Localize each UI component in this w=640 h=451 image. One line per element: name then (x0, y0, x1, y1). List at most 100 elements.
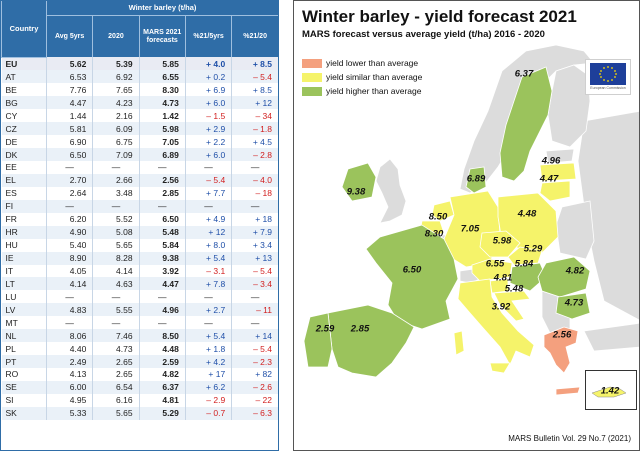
cell-forecast: 1.42 (138, 109, 186, 123)
table-row: LV 4.83 5.55 4.96 + 2.7– 11 (1, 303, 278, 317)
table-row: LT 4.14 4.63 4.47 + 7.8– 3.4 (1, 277, 278, 291)
map-legend: yield lower than average yield similar t… (302, 56, 422, 98)
cell-country: CZ (1, 122, 47, 136)
map-country-france (365, 224, 459, 330)
cell-pct20: + 18 (231, 212, 278, 226)
cell-country: HR (1, 225, 47, 239)
cell-forecast: — (138, 290, 186, 304)
cell-forecast: 6.55 (138, 70, 186, 84)
cell-pct20: – 5.4 (231, 264, 278, 278)
map-label-be: 8.30 (424, 228, 444, 240)
cell-country: NL (1, 329, 47, 343)
map-country-netherlands (431, 200, 455, 222)
cell-pct20: — (231, 290, 278, 304)
cell-forecast: 4.47 (138, 277, 186, 291)
cell-country: DK (1, 148, 47, 161)
map-label-el: 2.56 (552, 329, 572, 341)
cell-2020: 7.65 (92, 83, 140, 97)
cell-2020: 6.16 (92, 393, 140, 407)
map-country-estonia (545, 148, 575, 164)
cell-avg: — (45, 290, 93, 304)
map-label-at: 6.55 (485, 258, 505, 270)
cell-avg: 4.90 (45, 225, 93, 239)
map-country-bulgaria (555, 292, 591, 320)
cell-avg: — (45, 316, 93, 330)
cell-forecast: 5.29 (138, 406, 186, 420)
map-panel: Winter barley - yield forecast 2021 MARS… (293, 0, 640, 451)
legend-higher: yield higher than average (302, 84, 422, 98)
cell-pct5: + 12 (184, 225, 232, 239)
cell-forecast: 6.50 (138, 212, 186, 226)
cell-pct5: — (184, 316, 232, 330)
cell-pct20: – 2.8 (231, 148, 278, 161)
cell-country: EU (1, 57, 47, 71)
legend-lower-swatch (302, 58, 322, 68)
map-belarus-ukraine (555, 200, 595, 260)
cell-avg: 8.06 (45, 329, 93, 343)
map-label-hr: 5.48 (504, 283, 524, 295)
cell-avg: 4.13 (45, 368, 93, 381)
cell-country: FI (1, 199, 47, 213)
table-row: DE 6.90 6.75 7.05 + 2.2 + 4.5 (2, 135, 278, 149)
cell-avg: 7.76 (45, 83, 93, 97)
cell-pct20: – 6.3 (231, 406, 278, 420)
cell-pct5: + 5.4 (184, 329, 232, 343)
legend-lower-label: yield lower than average (326, 58, 419, 68)
cell-pct5: + 17 (184, 368, 232, 381)
cell-forecast: 2.56 (138, 173, 186, 187)
legend-lower: yield lower than average (302, 56, 422, 70)
table-row: PT 2.49 2.65 2.59 + 4.2– 2.3 (1, 355, 278, 368)
map-country-romania (537, 256, 591, 298)
table-row: AT 6.53 6.92 6.55 + 0.2– 5.4 (1, 70, 278, 84)
cell-avg: 4.05 (45, 264, 93, 278)
cell-forecast: — (138, 316, 186, 330)
cell-country: RO (5, 369, 19, 380)
cell-2020: 7.46 (92, 329, 140, 343)
cell-avg: 5.81 (45, 122, 93, 136)
map-country-sardinia (453, 330, 465, 356)
table-row: CZ 5.81 6.09 5.98 + 2.9– 1.8 (1, 122, 278, 136)
map-label-es: 2.85 (350, 323, 370, 335)
cell-pct20: + 8.5 (231, 57, 278, 71)
cell-pct5: — (184, 290, 232, 304)
cell-pct20: – 2.6 (231, 380, 278, 394)
legend-higher-swatch (302, 86, 322, 96)
cell-forecast: 3.92 (138, 264, 186, 278)
table-row: HR 4.90 5.08 5.48 + 12 + 7.9 (1, 225, 278, 239)
cell-country: AT (1, 70, 47, 84)
table-row: IT 4.05 4.14 3.92– 3.1– 5.4 (2, 264, 278, 278)
cell-country: IE (1, 251, 47, 265)
map-title: Winter barley - yield forecast 2021 (302, 7, 577, 26)
map-label-pt: 2.59 (315, 323, 335, 335)
cell-pct5: + 2.2 (184, 135, 232, 149)
cell-country: HU (5, 240, 18, 251)
cell-2020: 5.52 (92, 212, 140, 226)
cell-pct20: – 11 (231, 303, 278, 317)
cell-pct5: + 2.7 (184, 303, 232, 317)
cell-pct20: — (231, 161, 278, 174)
cell-pct5: + 1.8 (184, 342, 232, 356)
cell-country: LT (1, 277, 47, 291)
cell-forecast: 4.48 (138, 342, 186, 356)
map-country-denmark (465, 166, 487, 194)
cell-pct20: + 14 (231, 329, 278, 343)
table-row: PL 4.40 4.73 4.48 + 1.8– 5.4 (2, 342, 278, 356)
table-row: FR 6.20 5.52 6.50 + 4.9 + 18 (2, 212, 278, 226)
cell-pct5: + 5.4 (184, 251, 232, 265)
cell-2020: 2.65 (92, 368, 140, 381)
legend-higher-label: yield higher than average (326, 86, 422, 96)
cell-country: SK (1, 406, 47, 420)
cell-avg: — (45, 161, 93, 174)
cell-country: IT (5, 265, 14, 276)
cell-pct5: + 2.9 (184, 122, 232, 136)
map-country-croatia (493, 290, 531, 322)
table-row: NL 8.06 7.46 8.50 + 5.4 + 14 (1, 329, 278, 343)
cell-pct5: – 2.9 (184, 393, 232, 407)
map-country-crete (555, 386, 581, 396)
cell-pct5: — (184, 199, 232, 213)
cell-2020: — (92, 161, 140, 174)
cell-forecast: 7.05 (138, 135, 186, 149)
cell-pct5: + 6.2 (184, 380, 232, 394)
cell-pct5: + 4.0 (184, 57, 232, 71)
cell-forecast: 4.81 (138, 393, 186, 407)
